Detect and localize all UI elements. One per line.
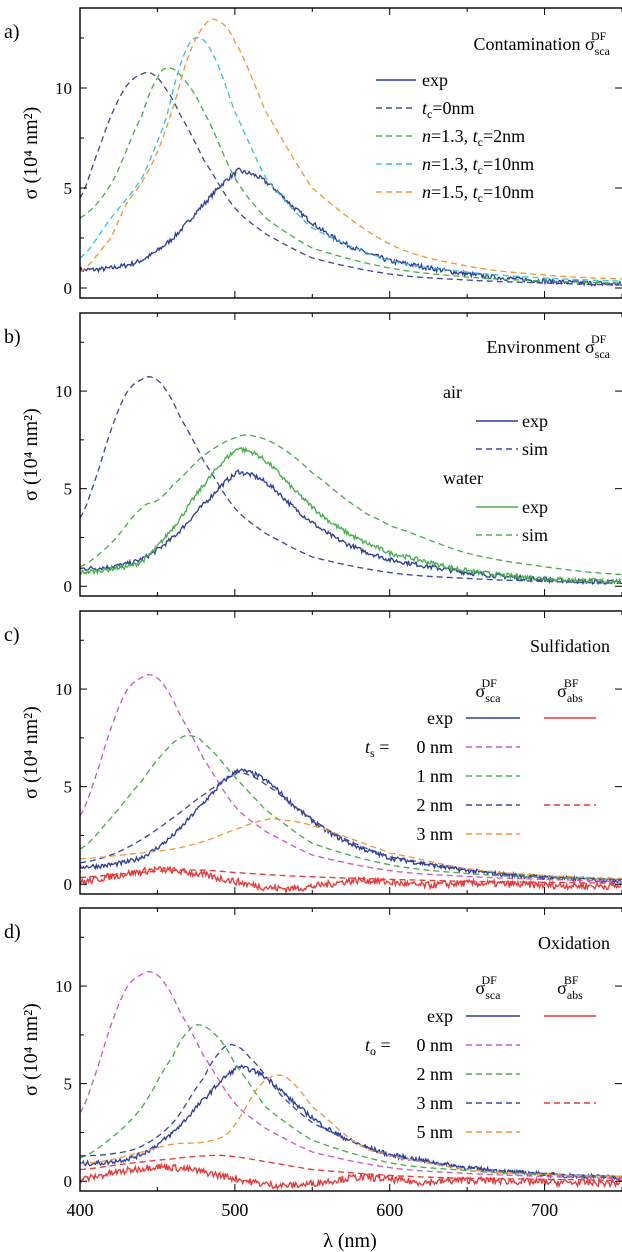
legend-row-label: exp xyxy=(427,708,453,728)
legend-row-label: exp xyxy=(427,1006,453,1026)
series-group xyxy=(80,376,622,586)
series-line xyxy=(80,376,622,584)
legend-row-label: 3 nm xyxy=(416,1093,453,1113)
legend-column-header: σscaDF xyxy=(475,973,501,1002)
legend-entry: n=1.3, tc=10nm xyxy=(422,154,534,177)
legend-entry: exp xyxy=(522,497,548,517)
y-axis-label: σ (10⁴ nm²) xyxy=(20,1003,42,1096)
legend-entry: n=1.3, tc=2nm xyxy=(422,126,525,149)
legend-param: ts = xyxy=(365,737,389,760)
series-line xyxy=(80,1154,622,1181)
y-tick-label: 10 xyxy=(55,680,72,699)
y-tick-label: 0 xyxy=(64,875,73,894)
series-group xyxy=(80,971,622,1191)
series-line xyxy=(80,67,622,284)
plot-frame xyxy=(79,312,622,597)
legend-group-label: air xyxy=(443,382,462,402)
y-tick-label: 10 xyxy=(55,382,72,401)
legend-entry: exp xyxy=(422,70,448,90)
panel-2: 0 5 10 c) σ (10⁴ nm²) Sulfidation σscaDF σabsBF… xyxy=(4,610,622,895)
legend-row-label: 5 nm xyxy=(416,1122,453,1142)
series-line xyxy=(80,971,622,1179)
legend-entry: exp xyxy=(522,411,548,431)
legend-title: Sulfidation xyxy=(530,636,610,656)
y-tick-label: 10 xyxy=(55,79,72,98)
legend-entry: sim xyxy=(522,525,548,545)
x-tick-label: 400 xyxy=(67,1200,94,1220)
legend-group-label: water xyxy=(443,468,483,488)
series-line xyxy=(80,734,622,881)
series-group xyxy=(80,18,622,287)
series-line xyxy=(80,36,622,282)
y-axis-label: σ (10⁴ nm²) xyxy=(20,408,42,501)
series-line xyxy=(80,1074,622,1178)
legend-row-label: 1 nm xyxy=(416,766,453,786)
legend-row-label: 2 nm xyxy=(416,1064,453,1084)
y-tick-label: 0 xyxy=(64,279,73,298)
legend-row-label: 0 nm xyxy=(416,737,453,757)
series-line xyxy=(80,869,622,884)
series-line xyxy=(80,674,622,882)
series-line xyxy=(80,18,622,280)
legend-row-label: 2 nm xyxy=(416,795,453,815)
series-group xyxy=(80,674,622,894)
y-tick-label: 0 xyxy=(64,1172,73,1191)
series-line xyxy=(80,1064,622,1181)
series-line xyxy=(80,167,622,287)
series-line xyxy=(80,1161,622,1191)
x-tick-label: 500 xyxy=(221,1200,248,1220)
series-line xyxy=(80,818,622,880)
legend-column-header: σabsBF xyxy=(557,676,583,705)
y-tick-label: 5 xyxy=(64,179,73,198)
series-line xyxy=(80,771,622,881)
series-line xyxy=(80,469,622,586)
legend-column-header: σabsBF xyxy=(557,973,583,1002)
plot-frame xyxy=(79,610,622,895)
legend-title: Contamination σscaDF xyxy=(473,29,610,58)
panel-3: 0 5 10 d) σ (10⁴ nm²) Oxidation σscaDF σabsBF ex… xyxy=(4,907,622,1192)
plot-frame xyxy=(79,907,622,1192)
legend-row-label: 3 nm xyxy=(416,824,453,844)
panel-label: b) xyxy=(4,326,21,348)
y-tick-label: 0 xyxy=(64,577,73,596)
series-line xyxy=(80,446,622,585)
legend-title: Oxidation xyxy=(538,933,610,953)
legend-row-label: 0 nm xyxy=(416,1035,453,1055)
y-tick-label: 5 xyxy=(64,480,73,499)
x-tick-label: 600 xyxy=(376,1200,403,1220)
y-tick-label: 10 xyxy=(55,977,72,996)
panel-label: d) xyxy=(4,921,21,943)
legend-entry: n=1.5, tc=10nm xyxy=(422,182,534,205)
legend-entry: sim xyxy=(522,439,548,459)
series-line xyxy=(80,1043,622,1178)
panel-1: 0 5 10 b) σ (10⁴ nm²) Environment σscaDF air ex… xyxy=(4,312,622,597)
legend-title: Environment σscaDF xyxy=(486,332,610,361)
x-axis-label: λ (nm) xyxy=(323,1230,377,1252)
series-line xyxy=(80,434,622,576)
series-line xyxy=(80,1024,622,1178)
y-axis-label: σ (10⁴ nm²) xyxy=(20,706,42,799)
series-line xyxy=(80,71,622,286)
plot-frame xyxy=(79,7,622,299)
legend-entry: tc=0nm xyxy=(422,98,475,121)
y-axis-label: σ (10⁴ nm²) xyxy=(20,107,42,200)
x-tick-label: 700 xyxy=(531,1200,558,1220)
panel-0: 0 5 10 a) σ (10⁴ nm²) Contamination σscaDF exp… xyxy=(4,7,622,299)
legend-column-header: σscaDF xyxy=(475,676,501,705)
y-tick-label: 5 xyxy=(64,778,73,797)
series-line xyxy=(80,768,622,884)
y-tick-label: 5 xyxy=(64,1075,73,1094)
legend-param: to = xyxy=(365,1035,391,1058)
panel-label: c) xyxy=(4,624,20,646)
panel-label: a) xyxy=(4,21,20,43)
